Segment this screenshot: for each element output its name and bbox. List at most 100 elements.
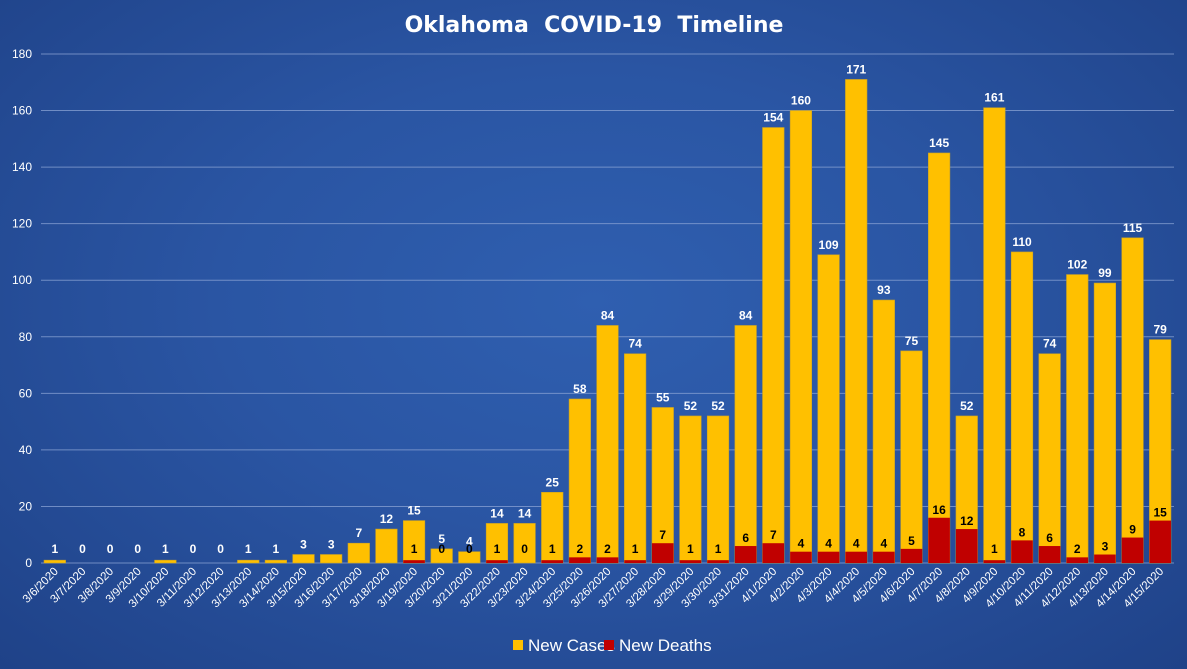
bar-new-cases [983, 107, 1006, 564]
case-value-label: 55 [656, 390, 670, 404]
y-tick-label: 60 [19, 386, 33, 400]
death-value-label: 4 [798, 537, 805, 551]
bar-new-deaths [1094, 554, 1116, 563]
bar-new-cases [1121, 237, 1144, 564]
bar-new-deaths [1038, 546, 1061, 563]
case-value-label: 15 [407, 504, 421, 518]
bar-new-cases [320, 554, 343, 564]
bar-new-deaths [900, 548, 923, 563]
bar-new-cases [237, 559, 260, 564]
bar-new-cases [872, 299, 895, 564]
case-value-label: 99 [1098, 266, 1112, 280]
case-value-label: 1 [245, 542, 252, 556]
bar-new-cases [928, 152, 951, 564]
bar-new-deaths [928, 517, 950, 563]
death-value-label: 4 [880, 537, 887, 551]
bar-new-cases [154, 559, 177, 564]
bar-new-deaths [1121, 537, 1144, 563]
case-value-label: 3 [300, 538, 307, 552]
bar-new-deaths [983, 560, 1006, 563]
case-value-label: 4 [466, 535, 473, 549]
bar-new-deaths [762, 543, 785, 563]
case-value-label: 93 [877, 283, 891, 297]
case-value-label: 160 [791, 94, 811, 108]
chart-title: Oklahoma COVID-19 Timeline [405, 13, 784, 38]
death-value-label: 4 [825, 537, 832, 551]
case-value-label: 0 [190, 542, 197, 556]
death-value-label: 2 [604, 542, 611, 556]
case-value-label: 5 [438, 532, 445, 546]
case-value-label: 52 [684, 399, 698, 413]
death-value-label: 15 [1154, 506, 1168, 520]
y-tick-label: 120 [12, 217, 32, 231]
bar-new-cases [347, 542, 370, 564]
death-value-label: 0 [438, 542, 445, 556]
case-value-label: 74 [1043, 337, 1057, 351]
death-value-label: 3 [1102, 540, 1109, 554]
bar-new-deaths [707, 560, 729, 563]
case-value-label: 1 [162, 542, 169, 556]
case-value-label: 102 [1067, 258, 1087, 272]
x-axis: 3/6/20203/7/20203/8/20203/9/20203/10/202… [21, 566, 1167, 611]
death-value-label: 6 [1046, 531, 1053, 545]
death-value-label: 7 [659, 528, 666, 542]
bar-new-deaths [845, 551, 867, 563]
legend-swatch-new-deaths [604, 640, 614, 650]
case-value-label: 52 [960, 399, 974, 413]
case-value-label: 12 [380, 512, 394, 526]
bar-new-cases [43, 559, 66, 564]
case-value-label: 161 [984, 91, 1004, 105]
death-value-label: 5 [908, 534, 915, 548]
bar-new-cases [734, 325, 757, 564]
bar-new-deaths [817, 551, 840, 563]
death-value-label: 1 [411, 542, 418, 556]
bar-new-cases [679, 415, 702, 564]
bar-new-deaths [541, 560, 564, 563]
death-value-label: 0 [521, 542, 528, 556]
death-value-label: 8 [1019, 525, 1026, 539]
case-value-label: 154 [763, 111, 783, 125]
case-value-label: 3 [328, 538, 335, 552]
death-value-label: 1 [687, 542, 694, 556]
bar-new-cases [900, 350, 923, 564]
y-tick-label: 40 [19, 443, 33, 457]
bar-new-cases [1093, 282, 1116, 564]
bar-new-deaths [596, 557, 619, 563]
data-labels: 1 0 0 0 1 0 0 1 1 3 371215150401411402515828427415… [51, 62, 1167, 556]
bar-new-cases [762, 127, 785, 564]
bar-new-deaths [403, 560, 425, 563]
case-value-label: 0 [217, 542, 224, 556]
bar-new-deaths [1066, 557, 1089, 563]
death-value-label: 16 [932, 503, 946, 517]
case-value-label: 171 [846, 62, 866, 76]
case-value-label: 1 [273, 542, 280, 556]
y-tick-label: 140 [12, 160, 32, 174]
case-value-label: 7 [355, 526, 362, 540]
death-value-label: 0 [466, 542, 473, 556]
y-tick-label: 160 [12, 104, 32, 118]
bar-new-cases [1066, 274, 1089, 564]
death-value-label: 9 [1129, 523, 1136, 537]
case-value-label: 79 [1154, 323, 1168, 337]
bar-new-deaths [734, 546, 757, 563]
death-value-label: 2 [577, 542, 584, 556]
death-value-label: 4 [853, 537, 860, 551]
case-value-label: 0 [107, 542, 114, 556]
bar-new-deaths [955, 529, 978, 563]
case-value-label: 75 [905, 334, 919, 348]
bar-new-cases [596, 325, 619, 564]
bar-new-cases [624, 353, 647, 564]
legend-label-new-deaths: New Deaths [619, 636, 712, 655]
bars [43, 79, 1172, 564]
y-axis: 0 20 40 60 80 100 120 140 160 180 [12, 47, 32, 570]
bar-new-cases [430, 548, 453, 564]
bar-new-deaths [486, 560, 508, 563]
bar-new-deaths [624, 560, 646, 563]
bar-new-deaths [1011, 540, 1033, 563]
bar-new-deaths [651, 543, 674, 563]
case-value-label: 109 [819, 238, 839, 252]
bar-new-cases [789, 110, 813, 564]
case-value-label: 84 [739, 308, 753, 322]
bar-new-cases [513, 523, 536, 564]
